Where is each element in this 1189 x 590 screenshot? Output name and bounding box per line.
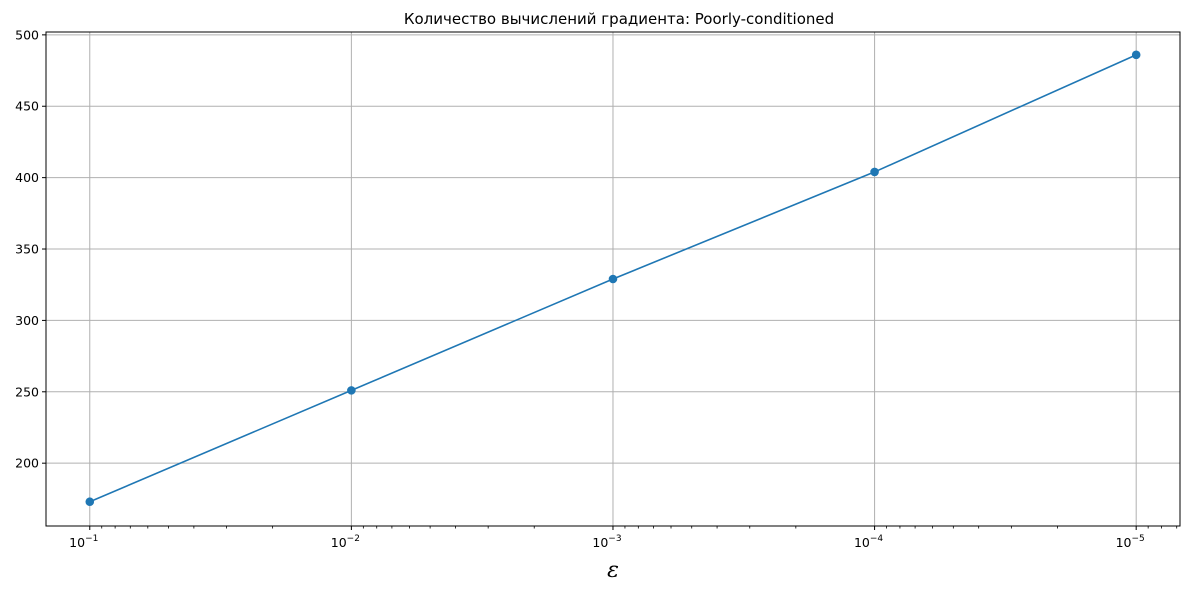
x-tick-label: 10−1 — [69, 534, 98, 550]
y-tick-label: 350 — [15, 242, 39, 257]
y-tick-label: 500 — [15, 27, 39, 42]
x-tick-label: 10−4 — [854, 534, 883, 550]
y-tick-label: 250 — [15, 384, 39, 399]
axis-ticks — [42, 34, 1137, 530]
y-tick-label: 450 — [15, 99, 39, 114]
plot-area-frame — [45, 31, 1181, 527]
y-tick-label: 400 — [15, 170, 39, 185]
x-tick-label: 10−3 — [592, 534, 621, 550]
y-tick-label: 200 — [15, 456, 39, 471]
x-minor-ticks — [101, 526, 1178, 529]
x-tick-label: 10−5 — [1116, 534, 1145, 550]
chart-title: Количество вычислений градиента: Poorly-… — [404, 10, 834, 28]
y-tick-labels: 200 250 300 350 400 450 500 — [15, 27, 39, 470]
data-point — [85, 497, 95, 507]
y-tick-label: 300 — [15, 313, 39, 328]
data-point — [870, 167, 879, 177]
data-point — [347, 386, 356, 395]
x-axis-label: ε — [607, 558, 619, 583]
x-tick-labels: 10−1 10−2 10−3 10−4 10−5 — [69, 534, 1145, 550]
grid — [46, 32, 1180, 526]
data-point — [1131, 50, 1141, 60]
x-tick-label: 10−2 — [331, 534, 360, 550]
series-layer — [85, 50, 1141, 507]
data-point — [608, 274, 618, 284]
